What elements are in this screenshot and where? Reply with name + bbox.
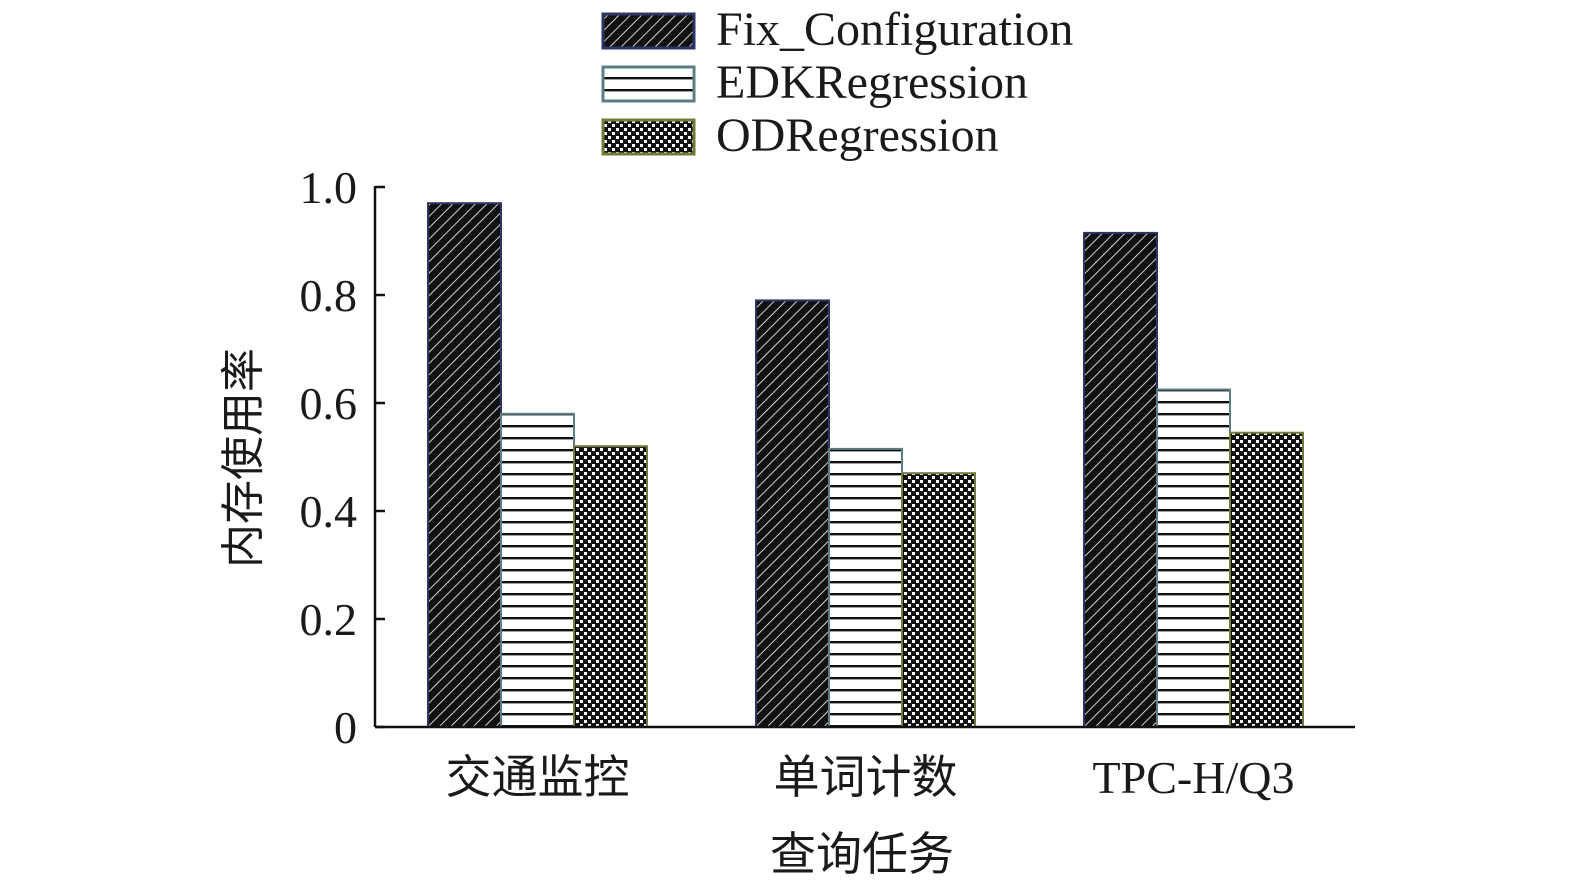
legend-label: ODRegression xyxy=(716,109,999,162)
y-tick-label: 1.0 xyxy=(300,162,358,213)
x-axis-title: 查询任务 xyxy=(770,829,954,880)
bar-edkregression-1 xyxy=(828,447,903,728)
bar-fix-configuration-1 xyxy=(755,299,830,728)
y-tick-label: 0.4 xyxy=(300,486,358,537)
y-tick-label: 0 xyxy=(334,702,357,753)
legend-label: Fix_Configuration xyxy=(716,3,1073,56)
x-categories-group: 交通监控 单词计数 TPC-H/Q3 xyxy=(446,752,1295,803)
y-tick-label: 0.2 xyxy=(300,594,358,645)
bar-odregression-1 xyxy=(901,472,976,729)
y-axis-title: 内存使用率 xyxy=(219,348,268,568)
legend: Fix_ConfigurationEDKRegressionODRegressi… xyxy=(601,3,1073,162)
x-category-label: TPC-H/Q3 xyxy=(1093,752,1295,803)
y-ticks-group: 0 0.2 0.4 0.6 0.8 1.0 xyxy=(300,162,385,753)
bars-group xyxy=(427,202,1304,729)
legend-label: EDKRegression xyxy=(716,56,1028,109)
legend-swatch xyxy=(601,65,696,103)
legend-swatch xyxy=(601,118,696,156)
bar-fix-configuration-0 xyxy=(427,202,502,728)
axes-group xyxy=(373,186,1355,729)
legend-swatch xyxy=(601,12,696,50)
x-category-label: 单词计数 xyxy=(774,752,958,803)
y-tick-label: 0.8 xyxy=(300,270,358,321)
y-tick-label: 0.6 xyxy=(300,378,358,429)
bar-odregression-2 xyxy=(1229,431,1304,728)
x-category-label: 交通监控 xyxy=(446,752,630,803)
bar-edkregression-0 xyxy=(500,412,575,728)
bar-edkregression-2 xyxy=(1156,388,1231,728)
bar-odregression-0 xyxy=(573,445,648,728)
bar-fix-configuration-2 xyxy=(1083,231,1158,728)
